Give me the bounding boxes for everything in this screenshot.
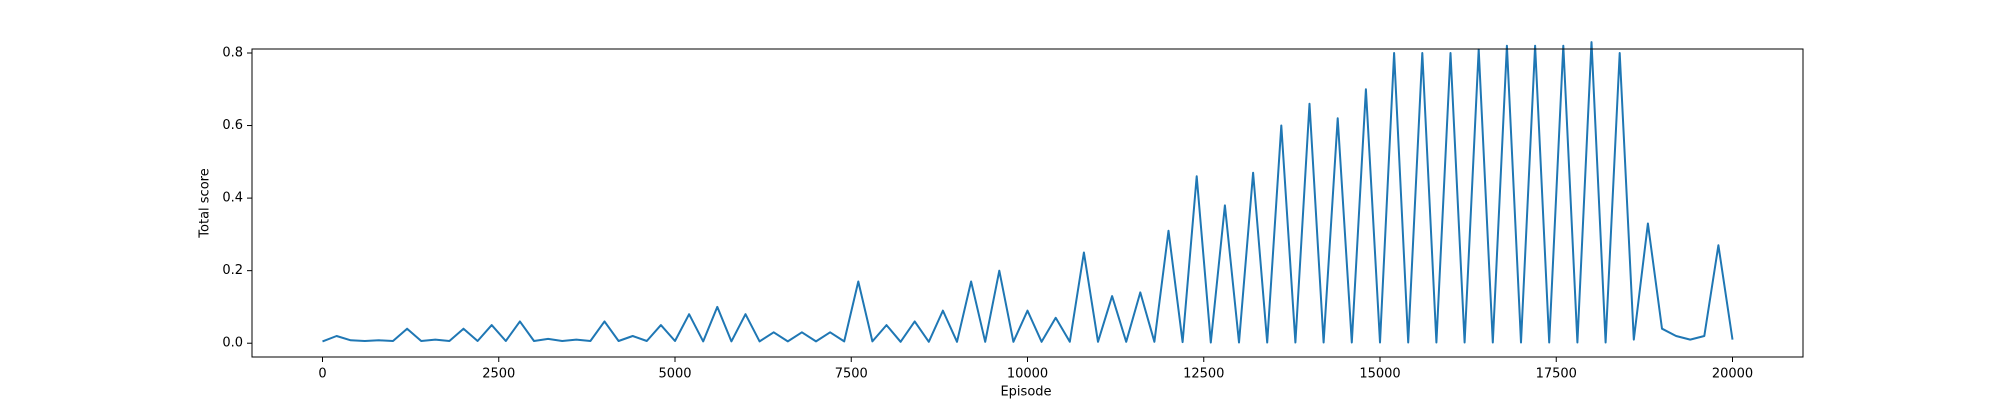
x-tick-label: 12500 [1183,367,1224,382]
x-tick-label: 20000 [1712,367,1753,382]
y-tick-label: 0.6 [222,118,243,133]
y-tick-label: 0.4 [222,191,243,206]
x-tick-label: 5000 [658,367,691,382]
data-line [322,41,1734,344]
y-tick-label: 0.8 [222,45,243,60]
x-axis-label: Episode [1000,385,1051,400]
y-tick-label: 0.0 [222,336,243,351]
plot-frame [251,48,1804,358]
x-tick-label: 0 [318,367,326,382]
x-tick-label: 17500 [1536,367,1577,382]
x-tick-label: 7500 [835,367,868,382]
x-tick-label: 15000 [1359,367,1400,382]
x-tick-label: 2500 [482,367,515,382]
y-tick-label: 0.2 [222,263,243,278]
x-tick-label: 10000 [1007,367,1048,382]
y-axis-label: Total score [198,168,213,238]
